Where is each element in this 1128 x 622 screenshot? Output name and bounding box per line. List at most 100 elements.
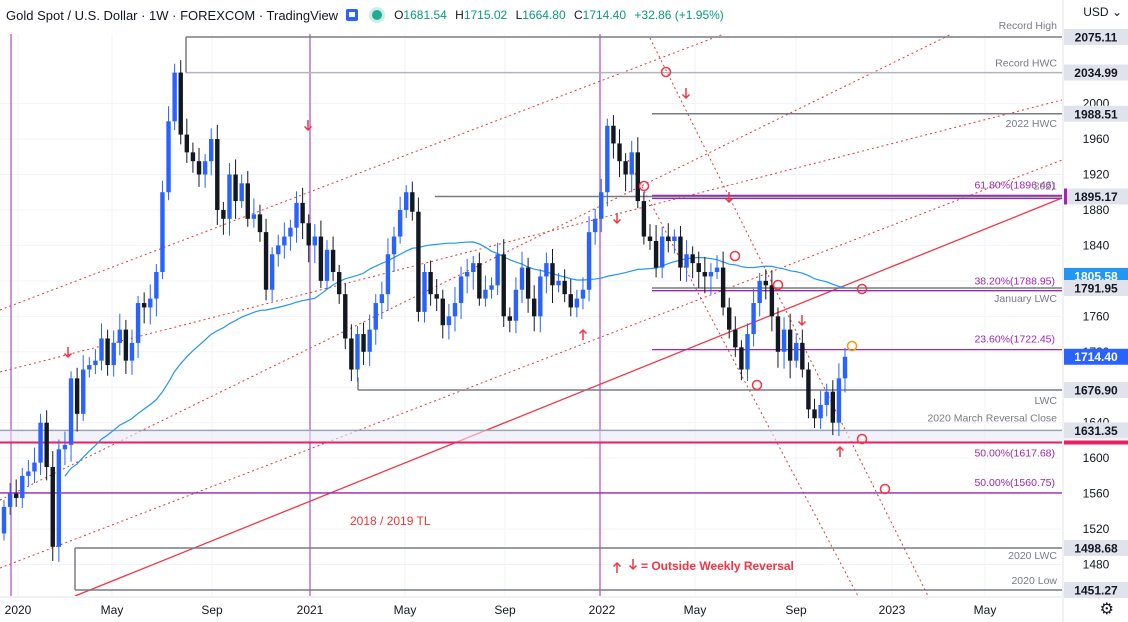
candle-body — [50, 467, 55, 547]
candle-body — [410, 192, 415, 212]
candle-body — [269, 254, 275, 290]
candle-body — [160, 192, 165, 273]
candle-body — [495, 254, 500, 286]
candle-body — [666, 236, 671, 241]
y-tick-label: 1560 — [1083, 487, 1110, 501]
price-tag-label: 2075.11 — [1075, 31, 1118, 45]
candle-body — [580, 289, 586, 299]
marker-circle — [660, 66, 672, 78]
candle-body — [836, 378, 842, 423]
time-separator-lines — [10, 34, 601, 596]
moving-average — [64, 241, 846, 477]
price-tag-label: 1805.58 — [1074, 269, 1118, 283]
candle-body — [452, 303, 458, 317]
price-tag-label: 1498.68 — [1074, 541, 1118, 555]
candle-body — [349, 338, 354, 370]
candle-body — [99, 338, 104, 361]
candle-body — [714, 267, 720, 273]
level-label: 2020 March Reversal Close — [927, 412, 1057, 424]
candle-body — [1, 506, 7, 534]
price-tag-bg — [1064, 64, 1128, 81]
candle-body — [696, 263, 701, 273]
candle-body — [239, 183, 244, 202]
candle-body — [276, 245, 281, 255]
candle-body — [806, 369, 811, 410]
candle-body — [690, 254, 695, 264]
price-tag-label: 2034.99 — [1074, 66, 1118, 80]
price-tag-label: 1714.40 — [1074, 350, 1118, 364]
candle-body — [617, 143, 622, 162]
price-tag-bg — [1064, 582, 1128, 598]
price-tag-bg — [1064, 188, 1128, 205]
candle-body — [263, 232, 269, 290]
level-label: 61.80%(1896.46) — [974, 179, 1055, 191]
level-label: 2022 HWC — [1006, 118, 1058, 130]
candle-body — [800, 342, 805, 370]
level-label: 2020 Low — [1011, 575, 1057, 587]
grid — [0, 34, 1062, 596]
candle-body — [775, 316, 781, 352]
candle-body — [416, 211, 421, 312]
down-arrow-icon — [612, 213, 622, 225]
candle-body — [343, 294, 348, 339]
candle-body — [471, 263, 476, 273]
candle-body — [184, 134, 190, 153]
candle-body — [708, 272, 714, 277]
candle-body — [623, 161, 628, 175]
gear-icon[interactable]: ⚙ — [1099, 601, 1114, 618]
candle-body — [379, 294, 385, 304]
channel-line — [0, 34, 953, 501]
x-tick-label: May — [974, 603, 997, 617]
trendline-2018-2019 — [74, 197, 1062, 596]
y-tick-label: 1960 — [1083, 132, 1110, 146]
candle-body — [422, 272, 427, 312]
candle-body — [538, 276, 543, 317]
candle-body — [227, 174, 232, 219]
candle-body — [647, 236, 653, 241]
price-tag-bg — [1064, 29, 1128, 45]
candle-body — [483, 289, 488, 299]
horizontal-levels — [0, 36, 1062, 591]
candle-body — [26, 471, 31, 476]
marker-circle — [879, 483, 891, 495]
candle-body — [440, 298, 445, 326]
y-tick-label: 1880 — [1083, 203, 1110, 217]
level-label: 23.60%(1722.45) — [974, 334, 1055, 346]
y-tick-label: 1760 — [1083, 309, 1110, 323]
symbol-title[interactable]: Gold Spot / U.S. Dollar · 1W · FOREXCOM … — [6, 7, 339, 23]
candle-body — [318, 236, 324, 281]
candle-body — [434, 294, 439, 299]
candle-body — [215, 139, 220, 210]
candle-body — [141, 303, 147, 308]
flag-icon[interactable] — [346, 9, 359, 21]
candle-body — [562, 280, 567, 295]
candle-body — [678, 236, 683, 268]
price-tag-label: 1631.35 — [1074, 424, 1118, 438]
candle-body — [745, 334, 750, 370]
candle-body — [324, 249, 330, 281]
candle-body — [74, 378, 80, 414]
x-tick-label: 2020 — [5, 603, 32, 617]
high-value: 1715.02 — [463, 8, 508, 22]
down-arrow-icon — [303, 120, 313, 132]
candle-body — [763, 280, 768, 286]
level-label: Record HWC — [995, 58, 1057, 70]
reversal-zone — [0, 430, 1062, 443]
level-label: Record High — [999, 20, 1058, 32]
candle-body — [56, 449, 62, 547]
close-value: 1714.40 — [582, 8, 627, 22]
price-tag-label: 1451.27 — [1074, 584, 1118, 598]
candle-body — [178, 72, 183, 135]
ohlc-values: O1681.54 H1715.02 L1664.80 C1714.40 +32.… — [394, 8, 724, 22]
candle-body — [757, 280, 762, 304]
candle-body — [404, 192, 409, 210]
open-value: 1681.54 — [403, 8, 447, 22]
candle-body — [288, 227, 293, 237]
x-tick-label: 2022 — [589, 603, 616, 617]
candle-body — [397, 209, 403, 237]
candle-body — [787, 329, 793, 361]
currency-selector[interactable]: USD ⌄ — [1083, 5, 1122, 19]
price-tag-accent — [1064, 440, 1128, 445]
level-label: 50.00%(1560.75) — [974, 477, 1055, 489]
